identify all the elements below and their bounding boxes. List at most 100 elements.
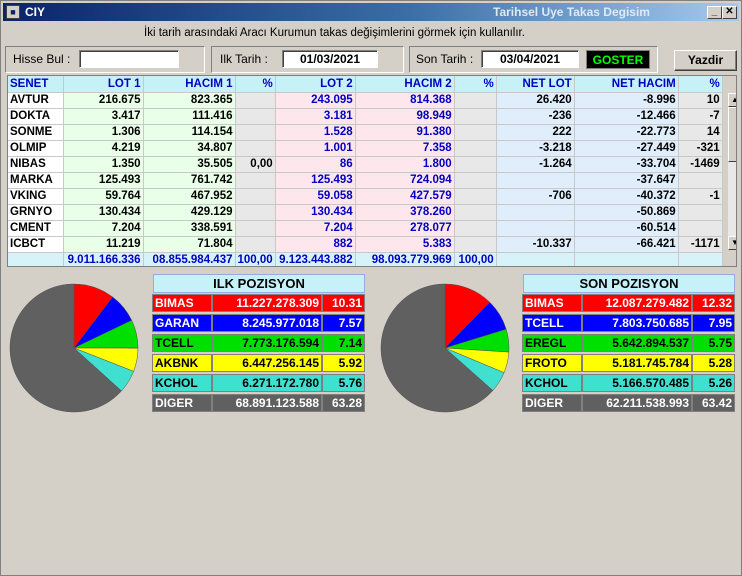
- table-cell: 823.365: [143, 92, 236, 109]
- table-cell: MARKA: [8, 172, 64, 189]
- stock-percent: 5.26: [692, 374, 735, 392]
- table-row[interactable]: ICBCT 11.219 71.804 882 5.383 -10.337 -66.421-…: [8, 236, 723, 253]
- position-row: BIMAS 12.087.279.482 12.32: [522, 294, 735, 312]
- table-cell: -27.449: [574, 140, 679, 157]
- arrow-down-icon: ▼: [731, 238, 736, 247]
- column-header[interactable]: NET LOT: [496, 76, 575, 93]
- position-row: GARAN 8.245.977.018 7.57: [152, 314, 365, 332]
- column-header[interactable]: SENET: [8, 76, 64, 93]
- son-tarih-label: Son Tarih :: [416, 52, 474, 66]
- stock-name: KCHOL: [152, 374, 212, 392]
- column-header[interactable]: LOT 2: [275, 76, 356, 93]
- title-bar[interactable]: ■ CIY Tarihsel Uye Takas Degisim _ ✕: [3, 3, 739, 21]
- column-header[interactable]: %: [235, 76, 276, 93]
- ilk-pie-chart: [9, 283, 139, 413]
- stock-value: 5.166.570.485: [582, 374, 692, 392]
- table-cell: [454, 220, 497, 237]
- table-cell: -37.647: [574, 172, 679, 189]
- son-tarih-input[interactable]: 03/04/2021: [481, 50, 579, 68]
- table-cell: 14: [678, 124, 723, 141]
- table-cell: 3.417: [63, 108, 144, 125]
- column-header[interactable]: %: [454, 76, 497, 93]
- stock-name: FROTO: [522, 354, 582, 372]
- table-cell: 114.154: [143, 124, 236, 141]
- stock-percent: 5.28: [692, 354, 735, 372]
- table-cell: OLMIP: [8, 140, 64, 157]
- column-header[interactable]: LOT 1: [63, 76, 144, 93]
- table-cell: [454, 204, 497, 221]
- column-header[interactable]: HACIM 1: [143, 76, 236, 93]
- takas-table: SENET LOT 1 HACIM 1% LOT 2 HACIM 2% NET LOT NE…: [8, 76, 723, 266]
- table-row[interactable]: GRNYO 130.434 429.129 130.434 378.260 -50.869: [8, 204, 723, 221]
- table-row[interactable]: DOKTA 3.417 111.416 3.181 98.949 -236 -12.466-…: [8, 108, 723, 125]
- stock-name: BIMAS: [522, 294, 582, 312]
- minimize-icon: _: [711, 6, 718, 17]
- ilk-tarih-input[interactable]: 01/03/2021: [282, 50, 378, 68]
- table-cell: [235, 236, 276, 253]
- table-cell: -22.773: [574, 124, 679, 141]
- stock-value: 68.891.123.588: [212, 394, 322, 412]
- table-cell: 243.095: [275, 92, 356, 109]
- stock-percent: 7.14: [322, 334, 365, 352]
- table-row[interactable]: CMENT 7.204 338.591 7.204 278.077 -60.514: [8, 220, 723, 237]
- table-cell: 9.123.443.882: [275, 252, 356, 266]
- stock-value: 5.642.894.537: [582, 334, 692, 352]
- position-row: FROTO 5.181.745.784 5.28: [522, 354, 735, 372]
- ilk-pozisyon-table: BIMAS 11.227.278.309 10.31 GARAN 8.245.977.0…: [152, 292, 365, 414]
- table-cell: 59.764: [63, 188, 144, 205]
- table-cell: [235, 220, 276, 237]
- table-cell: -10.337: [496, 236, 575, 253]
- table-row[interactable]: OLMIP 4.219 34.807 1.001 7.358 -3.218 -27.449-…: [8, 140, 723, 157]
- stock-value: 5.181.745.784: [582, 354, 692, 372]
- table-row[interactable]: AVTUR 216.675 823.365 243.095 814.368 26.420-…: [8, 92, 723, 109]
- table-cell: 216.675: [63, 92, 144, 109]
- table-cell: -60.514: [574, 220, 679, 237]
- header-row: SENET LOT 1 HACIM 1% LOT 2 HACIM 2% NET LOT NE…: [8, 76, 723, 93]
- column-header[interactable]: NET HACIM: [574, 76, 679, 93]
- goster-button[interactable]: GOSTER: [586, 50, 650, 69]
- vertical-scrollbar[interactable]: ▲ ▼: [728, 93, 736, 250]
- table-cell: 11.219: [63, 236, 144, 253]
- pie-slice-diger: [380, 283, 494, 413]
- table-cell: GRNYO: [8, 204, 64, 221]
- table-row[interactable]: SONME 1.306 114.154 1.528 91.380 222 -22.773 14: [8, 124, 723, 141]
- table-cell: 222: [496, 124, 575, 141]
- table-cell: [235, 92, 276, 109]
- minimize-button[interactable]: _: [707, 6, 722, 19]
- table-cell: 08.855.984.437: [143, 252, 236, 266]
- table-cell: 278.077: [355, 220, 455, 237]
- table-cell: ICBCT: [8, 236, 64, 253]
- position-row: KCHOL 6.271.172.780 5.76: [152, 374, 365, 392]
- table-cell: [454, 140, 497, 157]
- position-row: DIGER 68.891.123.588 63.28: [152, 394, 365, 412]
- column-header[interactable]: %: [678, 76, 723, 93]
- stock-value: 12.087.279.482: [582, 294, 692, 312]
- stock-name: DIGER: [522, 394, 582, 412]
- table-cell: NIBAS: [8, 156, 64, 173]
- table-cell: 125.493: [63, 172, 144, 189]
- stock-value: 7.803.750.685: [582, 314, 692, 332]
- table-cell: SONME: [8, 124, 64, 141]
- close-button[interactable]: ✕: [722, 6, 737, 19]
- scroll-down-button[interactable]: ▼: [728, 236, 736, 250]
- stock-value: 8.245.977.018: [212, 314, 322, 332]
- table-row[interactable]: MARKA 125.493 761.742 125.493 724.094 -37.647: [8, 172, 723, 189]
- son-pie-chart: [380, 283, 510, 413]
- table-cell: 5.383: [355, 236, 455, 253]
- position-row: BIMAS 11.227.278.309 10.31: [152, 294, 365, 312]
- scroll-up-button[interactable]: ▲: [728, 93, 736, 107]
- table-row[interactable]: NIBAS 1.350 35.505 0,00 86 1.800 -1.264 -33.704…: [8, 156, 723, 173]
- yazdir-button[interactable]: Yazdir: [674, 50, 737, 71]
- data-grid: SENET LOT 1 HACIM 1% LOT 2 HACIM 2% NET LOT NE…: [7, 75, 737, 267]
- column-header[interactable]: HACIM 2: [355, 76, 455, 93]
- scroll-thumb[interactable]: [728, 107, 736, 162]
- table-cell: 91.380: [355, 124, 455, 141]
- table-cell: [678, 172, 723, 189]
- stock-value: 7.773.176.594: [212, 334, 322, 352]
- stock-name: TCELL: [522, 314, 582, 332]
- table-cell: 429.129: [143, 204, 236, 221]
- table-cell: 71.804: [143, 236, 236, 253]
- hisse-search-input[interactable]: [79, 50, 179, 68]
- table-row[interactable]: VKING 59.764 467.952 59.058 427.579 -706 -40.3…: [8, 188, 723, 205]
- table-cell: 100,00: [454, 252, 497, 266]
